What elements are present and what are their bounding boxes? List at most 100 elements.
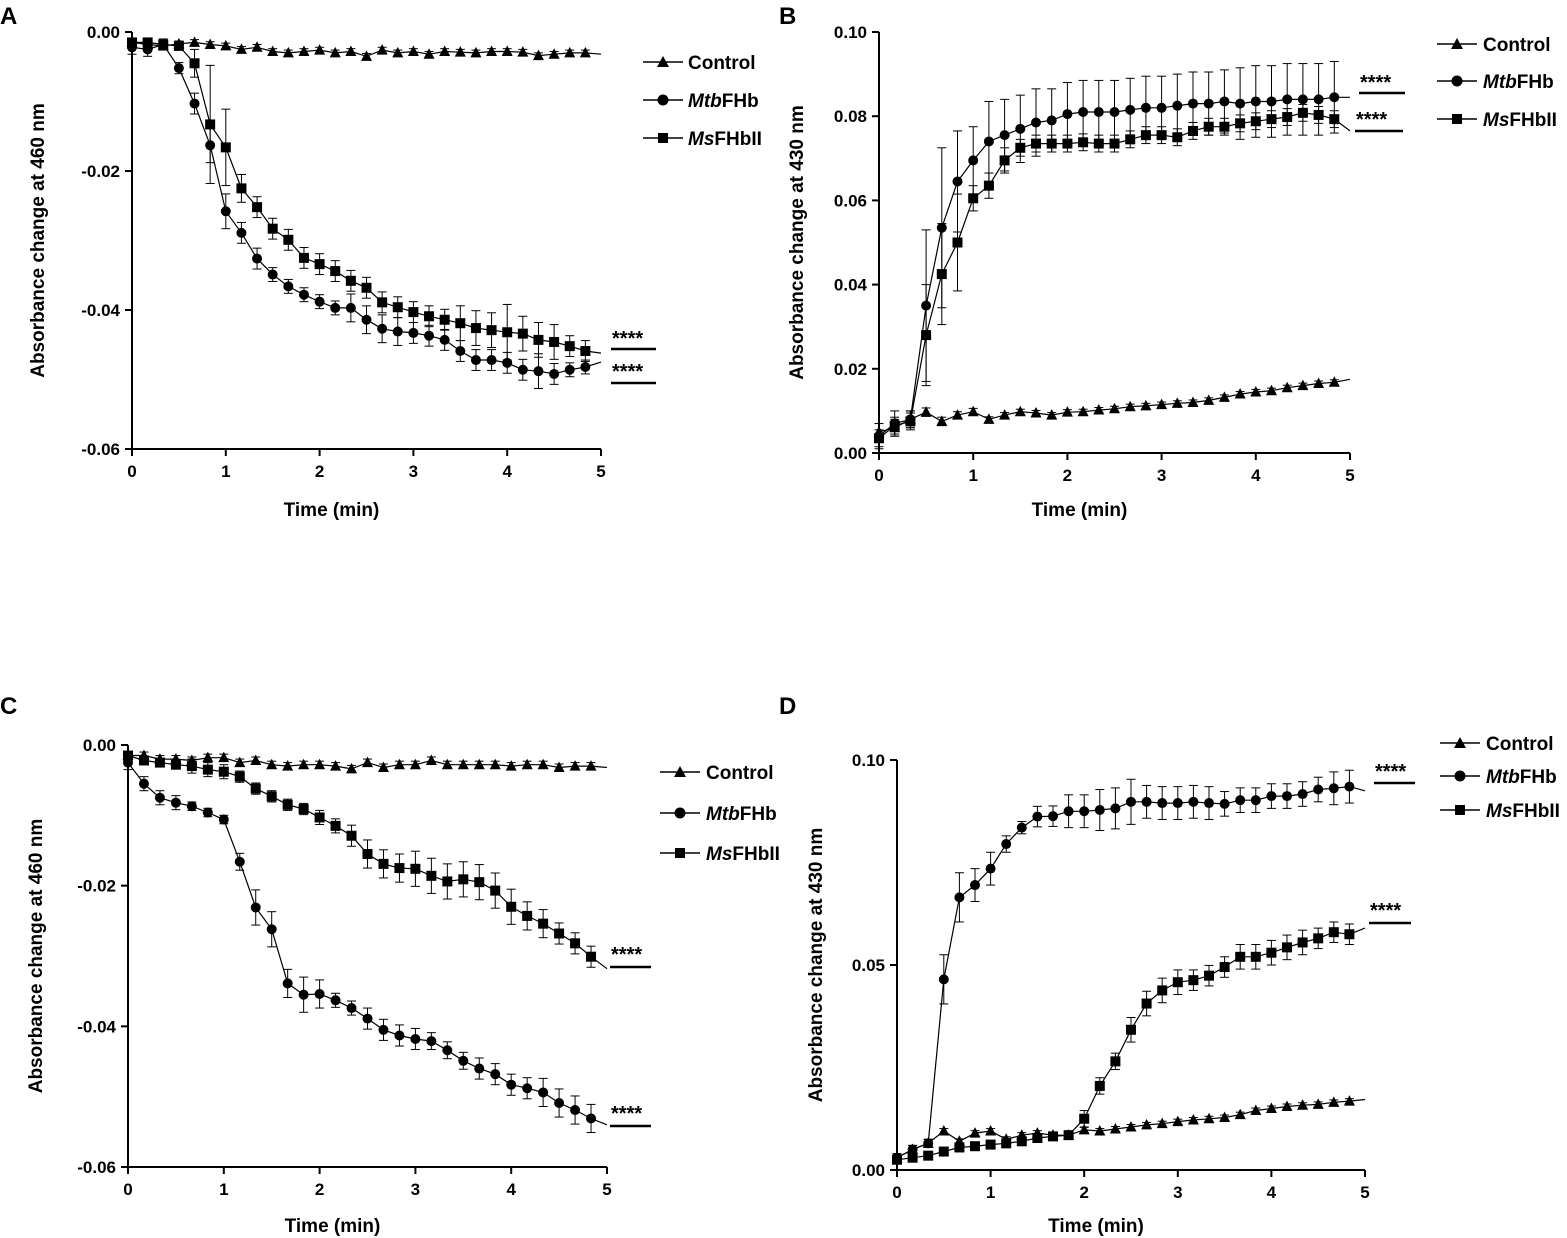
series-control: [126, 36, 602, 61]
square-marker: [173, 40, 184, 51]
triangle-marker: [1030, 407, 1042, 418]
panel-label-d: D: [779, 693, 796, 720]
circle-marker: [1032, 811, 1043, 822]
x-tick-label: 3: [1173, 1183, 1182, 1202]
series-msfhbii: [874, 103, 1351, 448]
circle-marker: [1016, 822, 1027, 833]
square-marker: [1078, 137, 1089, 148]
x-tick-label: 3: [1157, 466, 1166, 485]
significance-stars: ****: [1360, 72, 1391, 94]
circle-marker: [1313, 94, 1324, 105]
square-marker: [236, 183, 247, 194]
triangle-marker: [314, 758, 326, 770]
x-tick-label: 2: [1079, 1183, 1088, 1202]
circle-marker: [586, 1113, 597, 1124]
x-tick-label: 2: [1063, 466, 1072, 485]
square-marker: [345, 275, 356, 286]
triangle-marker: [457, 758, 469, 770]
y-axis-title: Absorbance change at 460 nm: [28, 103, 49, 378]
triangle-marker: [489, 758, 501, 770]
significance-c: **** ****: [610, 944, 651, 1128]
legend-circle-marker: [674, 807, 686, 819]
triangle-marker: [1156, 398, 1168, 410]
circle-marker: [455, 346, 466, 357]
square-marker: [969, 1141, 980, 1152]
square-marker: [1329, 114, 1340, 125]
triangle-marker: [1265, 1102, 1277, 1113]
circle-marker: [1093, 106, 1104, 117]
circle-marker: [1156, 102, 1167, 113]
x-axis-title: Time (min): [285, 1216, 381, 1237]
square-marker: [486, 325, 497, 336]
circle-marker: [1048, 811, 1059, 822]
triangle-marker: [346, 762, 358, 774]
triangle-marker: [537, 758, 549, 770]
legend-label-control: Control: [1483, 35, 1551, 56]
series-mtbfhb: [874, 60, 1350, 450]
triangle-marker: [938, 1125, 950, 1136]
circle-marker: [345, 302, 356, 313]
square-marker: [1141, 998, 1152, 1009]
square-marker: [1001, 1138, 1012, 1149]
triangle-marker: [473, 758, 485, 770]
triangle-marker: [204, 38, 216, 50]
triangle-marker: [1187, 396, 1199, 407]
circle-marker: [1109, 106, 1120, 117]
square-marker: [936, 269, 947, 280]
square-marker: [985, 1139, 996, 1150]
square-marker: [1126, 1024, 1136, 1035]
square-marker: [1032, 1133, 1043, 1144]
series-mtbfhb: [892, 769, 1366, 1163]
x-tick-label: 1: [219, 1180, 228, 1199]
significance-a: **** ****: [611, 328, 656, 385]
chart-a: 0 1 2 3 4 5 0.00 -0.02 -0.04 -0.06 Time (min) Absor…: [28, 23, 606, 521]
triangle-marker: [425, 754, 437, 765]
triangle-marker: [377, 761, 389, 773]
x-tick-label: 1: [968, 466, 977, 485]
square-marker: [218, 766, 229, 777]
triangle-marker: [267, 45, 279, 56]
x-tick-label: 4: [502, 462, 512, 481]
square-marker: [983, 180, 994, 191]
triangle-marker: [298, 758, 310, 770]
legend-ms-italic: Ms: [688, 129, 714, 150]
square-marker: [1297, 937, 1308, 948]
triangle-marker: [376, 44, 388, 55]
x-tick-label: 0: [123, 1180, 132, 1199]
circle-marker: [314, 296, 325, 307]
circle-marker: [517, 364, 528, 375]
x-tick-label: 0: [874, 466, 883, 485]
legend-a: Control MtbFHb MsFHbII: [643, 53, 762, 150]
triangle-marker: [564, 46, 576, 58]
triangle-marker: [532, 49, 544, 61]
triangle-marker: [969, 1127, 981, 1138]
circle-marker: [170, 797, 181, 808]
triangle-marker: [1156, 1117, 1168, 1129]
circle-marker: [186, 801, 197, 812]
square-marker: [330, 266, 341, 277]
circle-marker: [1126, 796, 1136, 807]
square-marker: [1031, 138, 1042, 149]
triangle-marker: [1094, 1125, 1106, 1136]
series-mtbfhb: [123, 755, 608, 1134]
square-marker: [252, 202, 263, 213]
square-marker: [1093, 138, 1104, 149]
circle-marker: [538, 1087, 549, 1098]
triangle-marker: [235, 43, 247, 54]
triangle-marker: [521, 758, 533, 770]
square-marker: [283, 234, 294, 245]
circle-marker: [252, 253, 263, 264]
significance-stars: ****: [612, 361, 643, 383]
circle-marker: [952, 176, 963, 187]
y-tick-label: 0.02: [834, 360, 867, 379]
square-marker: [1328, 927, 1339, 938]
triangle-marker: [266, 758, 278, 770]
square-marker: [1140, 130, 1151, 141]
square-marker: [1188, 975, 1199, 986]
legend-c: Control MtbFHb MsFHbII: [660, 763, 780, 865]
triangle-marker: [189, 36, 201, 47]
square-marker: [892, 1154, 902, 1165]
y-tick-label: 0.00: [87, 23, 120, 42]
circle-marker: [410, 1033, 421, 1044]
y-tick-label: 0.05: [852, 956, 885, 975]
